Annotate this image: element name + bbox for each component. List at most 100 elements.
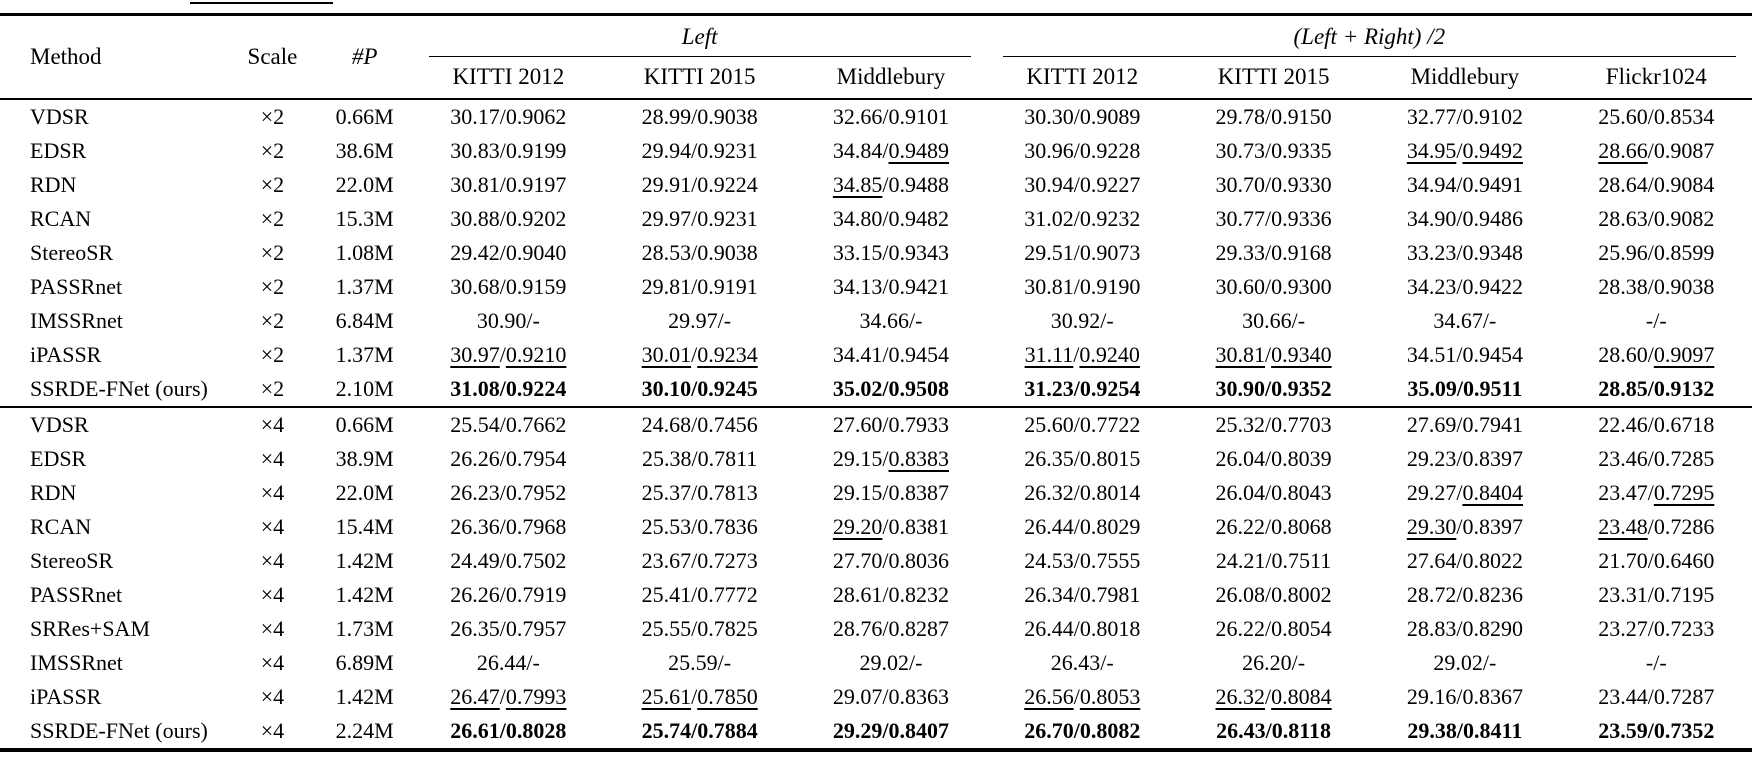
psnr-value: 34.80 — [832, 206, 883, 231]
psnr-value: 26.32 — [1215, 684, 1266, 709]
ssim-value: 0.9191 — [697, 274, 758, 299]
ssim-value: - — [1489, 308, 1497, 333]
params-cell: 6.84M — [335, 308, 394, 333]
psnr-value: 35.02 — [832, 376, 883, 401]
metric-cell: 23.48/0.7286 — [1598, 514, 1715, 539]
metric-cell: 30.73/0.9335 — [1215, 138, 1332, 163]
ssim-value: 0.9300 — [1271, 274, 1332, 299]
method-cell: RDN — [30, 172, 77, 197]
ssim-value: 0.8054 — [1271, 616, 1332, 641]
psnr-value: 28.83 — [1406, 616, 1457, 641]
psnr-value: 26.44 — [1024, 616, 1074, 641]
metric-cell: 34.80/0.9482 — [832, 206, 950, 231]
psnr-value: 26.61 — [450, 718, 500, 743]
ssim-value: - — [1297, 650, 1306, 675]
metric-cell: 26.44/0.8029 — [1024, 514, 1141, 539]
ssim-value: 0.9421 — [888, 274, 950, 299]
psnr-value: 28.53 — [641, 240, 692, 265]
psnr-value: 26.43 — [1216, 718, 1266, 743]
metric-cell: 26.04/0.8043 — [1215, 480, 1332, 505]
metric-cell: 26.36/0.7968 — [450, 514, 567, 539]
metric-cell: 29.91/0.9224 — [641, 172, 758, 197]
metric-cell: 34.41/0.9454 — [832, 342, 950, 367]
ssim-value: 0.7352 — [1653, 718, 1715, 743]
method-cell: iPASSR — [30, 342, 102, 367]
metric-cell: 25.74/0.7884 — [641, 718, 758, 743]
method-cell: PASSRnet — [30, 582, 123, 607]
psnr-value: - — [1645, 308, 1654, 333]
ssim-value: 0.9240 — [1079, 342, 1140, 367]
col-header-middlebury-avg: Middlebury — [1369, 57, 1561, 100]
metric-cell: 23.67/0.7273 — [641, 548, 758, 573]
psnr-value: 30.90 — [1215, 376, 1266, 401]
table-row: RDN ×2 22.0M 30.81/0.9197 29.91/0.9224 34.85/… — [0, 168, 1752, 202]
psnr-value: 21.70 — [1598, 548, 1648, 573]
ssim-value: - — [915, 650, 923, 675]
scale-cell: ×4 — [228, 406, 317, 442]
metric-cell: 30.81/0.9190 — [1024, 274, 1141, 299]
ssim-value: 0.8397 — [1462, 446, 1523, 471]
metric-cell: 34.94/0.9491 — [1406, 172, 1523, 197]
metric-cell: 30.77/0.9336 — [1215, 206, 1332, 231]
psnr-value: 34.94 — [1406, 172, 1457, 197]
metric-cell: 28.76/0.8287 — [832, 616, 950, 641]
ssim-value: 0.9073 — [1079, 240, 1141, 265]
metric-cell: 26.44/0.8018 — [1024, 616, 1141, 641]
metric-cell: 25.37/0.7813 — [641, 480, 758, 505]
psnr-value: 27.60 — [832, 412, 883, 437]
metric-cell: 29.94/0.9231 — [641, 138, 758, 163]
metric-cell: 26.23/0.7952 — [450, 480, 567, 505]
psnr-value: 28.99 — [641, 104, 692, 129]
psnr-value: 26.44 — [1024, 514, 1074, 539]
psnr-value: 26.34 — [1024, 582, 1074, 607]
psnr-value: 33.15 — [832, 240, 883, 265]
method-cell: RCAN — [30, 514, 92, 539]
ssim-value: 0.8043 — [1271, 480, 1332, 505]
psnr-value: 30.77 — [1215, 206, 1266, 231]
ssim-value: - — [1106, 650, 1114, 675]
metric-cell: 26.43/0.8118 — [1216, 718, 1332, 743]
ssim-value: 0.8084 — [1271, 684, 1332, 709]
metric-cell: 29.30/0.8397 — [1406, 514, 1523, 539]
psnr-value: 25.59 — [668, 650, 718, 675]
ssim-value: 0.8053 — [1079, 684, 1141, 709]
metric-cell: 29.02/- — [1433, 650, 1497, 675]
metric-cell: 25.61/0.7850 — [641, 684, 758, 709]
psnr-value: 31.02 — [1024, 206, 1074, 231]
ssim-value: 0.9087 — [1653, 138, 1715, 163]
psnr-value: 34.23 — [1406, 274, 1457, 299]
psnr-value: 28.85 — [1598, 376, 1648, 401]
metric-cell: 30.94/0.9227 — [1024, 172, 1141, 197]
ssim-value: 0.7981 — [1079, 582, 1141, 607]
col-header-scale: Scale — [228, 14, 317, 100]
scale-cell: ×4 — [260, 650, 285, 675]
table-row: IMSSRnet ×4 6.89M 26.44/- 25.59/- 29.02/- 26.4… — [0, 646, 1752, 680]
table-row: VDSR ×2 0.66M 30.17/0.9062 28.99/0.9038 32.66… — [0, 99, 1752, 134]
ssim-value: 0.7662 — [505, 412, 567, 437]
metric-cell: 26.20/- — [1242, 650, 1306, 675]
ssim-value: 0.7811 — [697, 446, 758, 471]
group-header-row: Method Scale #P Left (Left + Right) /2 — [0, 14, 1752, 100]
params-cell: 1.37M — [335, 274, 394, 299]
table-row: SRRes+SAM ×4 1.73M 26.35/0.7957 25.55/0.7825… — [0, 612, 1752, 646]
ssim-value: 0.8290 — [1462, 616, 1523, 641]
metric-cell: 25.59/- — [668, 650, 732, 675]
psnr-value: 26.23 — [450, 480, 500, 505]
psnr-value: 29.15 — [832, 480, 883, 505]
metric-cell: 23.59/0.7352 — [1598, 718, 1715, 743]
method-cell: PASSRnet — [30, 274, 123, 299]
ssim-value: 0.8287 — [888, 616, 950, 641]
psnr-value: 25.61 — [641, 684, 692, 709]
metric-cell: 24.53/0.7555 — [1024, 548, 1141, 573]
psnr-value: 28.76 — [832, 616, 883, 641]
ssim-value: 0.7703 — [1271, 412, 1332, 437]
params-cell: 0.66M — [335, 104, 394, 129]
ssim-value: 0.9227 — [1079, 172, 1141, 197]
ssim-value: 0.9254 — [1079, 376, 1141, 401]
ssim-value: 0.9489 — [888, 138, 950, 163]
ssim-value: 0.8014 — [1079, 480, 1141, 505]
ssim-value: - — [723, 650, 732, 675]
psnr-value: 28.63 — [1598, 206, 1648, 231]
table-row: PASSRnet ×2 1.37M 30.68/0.9159 29.81/0.9191 3… — [0, 270, 1752, 304]
ssim-value: 0.9084 — [1653, 172, 1715, 197]
